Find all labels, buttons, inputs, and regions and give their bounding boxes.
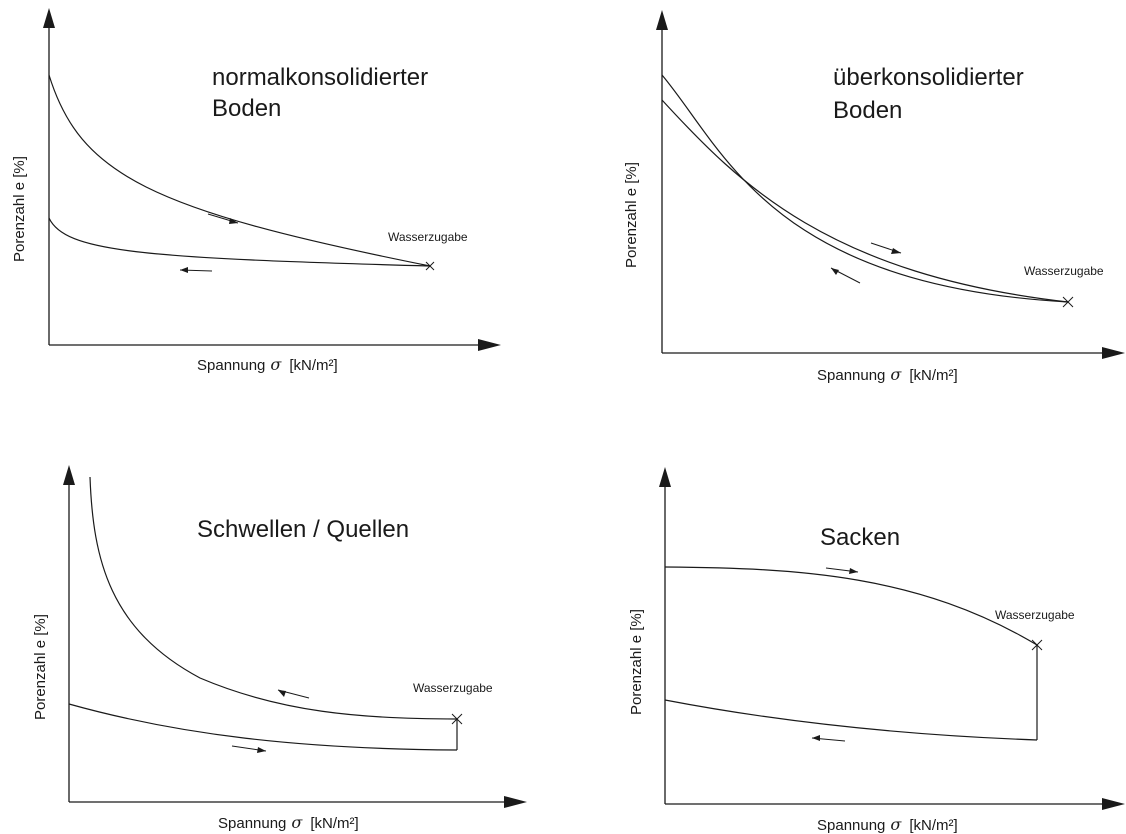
y-axis: [659, 467, 671, 804]
panel-title: Schwellen / Quellen: [197, 516, 409, 543]
sigma-symbol: σ: [890, 815, 902, 834]
y-axis-arrowhead: [659, 467, 671, 487]
water-addition-marker: [1062, 296, 1074, 308]
x-axis-label-text: Spannung: [218, 815, 286, 832]
x-axis-label: Spannung σ [kN/m²]: [197, 355, 338, 374]
water-addition-label: Wasserzugabe: [413, 681, 493, 695]
y-axis-label: Porenzahl e [%]: [623, 162, 640, 268]
x-axis: [69, 796, 527, 808]
y-axis-label: Porenzahl e [%]: [11, 156, 28, 262]
x-axis-label: Spannung σ [kN/m²]: [817, 815, 958, 834]
loading-curve: [48, 74, 431, 267]
y-axis-label: Porenzahl e [%]: [628, 609, 645, 715]
x-axis: [665, 798, 1125, 810]
panel-normal-consolidated: normalkonsolidierter Boden Porenzahl e […: [11, 8, 501, 374]
x-axis-unit: [kN/m²]: [289, 357, 337, 374]
panel-over-consolidated: überkonsolidierter Boden Porenzahl e [%]…: [623, 10, 1125, 384]
x-axis-label-text: Spannung: [817, 817, 885, 834]
x-axis-unit: [kN/m²]: [909, 817, 957, 834]
x-axis-label-text: Spannung: [197, 357, 265, 374]
panel-swelling: Schwellen / Quellen Porenzahl e [%] Span…: [32, 465, 527, 832]
water-addition-label: Wasserzugabe: [388, 230, 468, 244]
x-axis-arrowhead: [504, 796, 527, 808]
loading-direction-arrow: [870, 242, 902, 254]
x-axis-unit: [kN/m²]: [909, 367, 957, 384]
y-axis-label: Porenzahl e [%]: [32, 614, 49, 720]
x-axis: [49, 339, 501, 351]
loading-direction-arrow: [825, 567, 859, 574]
y-axis: [656, 10, 668, 353]
unloading-direction-arrow: [830, 267, 861, 284]
sigma-symbol: σ: [270, 355, 282, 374]
x-axis-arrowhead: [1102, 347, 1125, 359]
water-addition-marker: [451, 713, 463, 725]
water-addition-marker: [425, 261, 435, 271]
loading-curve: [664, 566, 1038, 646]
x-axis-label: Spannung σ [kN/m²]: [817, 365, 958, 384]
reloading-curve: [661, 99, 1069, 303]
panel-title-line1: normalkonsolidierter: [212, 64, 428, 91]
panel-title-line2: Boden: [833, 97, 902, 124]
sigma-symbol: σ: [291, 813, 303, 832]
x-axis-label: Spannung σ [kN/m²]: [218, 813, 359, 832]
panel-title: Sacken: [820, 524, 900, 551]
unloading-curve: [48, 217, 431, 267]
loading-direction-arrow: [207, 213, 239, 224]
y-axis-arrowhead: [43, 8, 55, 28]
panel-title-line2: Boden: [212, 95, 281, 122]
water-addition-label: Wasserzugabe: [995, 608, 1075, 622]
swelling-curve: [89, 476, 458, 720]
panel-collapse: Sacken Porenzahl e [%] Spannung σ [kN/m²] …: [628, 467, 1125, 834]
swelling-direction-arrow: [277, 689, 310, 699]
y-axis-arrowhead: [656, 10, 668, 30]
y-axis: [43, 8, 55, 345]
loading-direction-arrow: [231, 745, 267, 753]
water-addition-label: Wasserzugabe: [1024, 264, 1104, 278]
sigma-symbol: σ: [890, 365, 902, 384]
post-collapse-curve: [664, 699, 1038, 741]
x-axis: [662, 347, 1125, 359]
virgin-compression-curve: [661, 74, 1069, 303]
y-axis: [63, 465, 75, 802]
compression-curve: [68, 703, 458, 751]
x-axis-arrowhead: [1102, 798, 1125, 810]
x-axis-label-text: Spannung: [817, 367, 885, 384]
y-axis-arrowhead: [63, 465, 75, 485]
x-axis-unit: [kN/m²]: [310, 815, 358, 832]
water-addition-marker: [1031, 639, 1043, 651]
x-axis-arrowhead: [478, 339, 501, 351]
unloading-direction-arrow: [811, 735, 846, 742]
unloading-direction-arrow: [179, 267, 213, 273]
panel-title-line1: überkonsolidierter: [833, 64, 1024, 91]
